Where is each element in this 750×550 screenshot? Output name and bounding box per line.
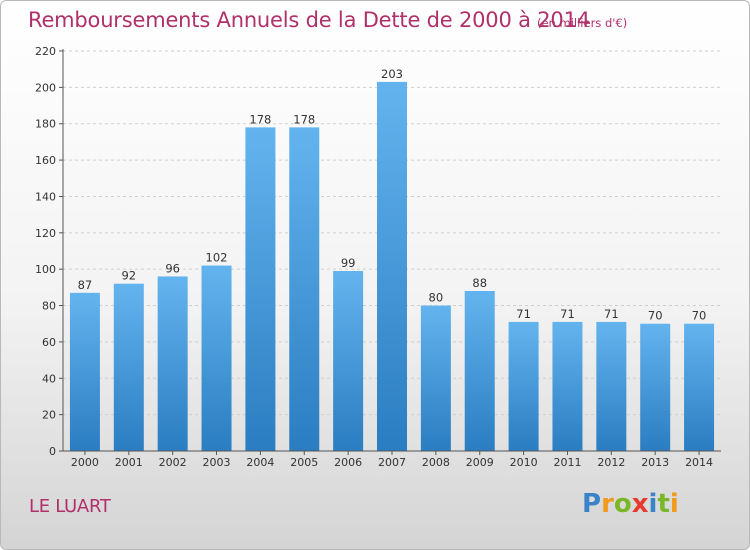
- x-tick-label: 2010: [510, 456, 538, 469]
- bar-value-label: 99: [341, 256, 356, 270]
- bar: [245, 127, 276, 451]
- x-tick-label: 2006: [334, 456, 362, 469]
- bar-value-label: 71: [604, 307, 619, 321]
- x-tick-label: 2014: [685, 456, 713, 469]
- bar: [69, 292, 100, 451]
- bar: [113, 283, 144, 451]
- x-tick-label: 2001: [115, 456, 143, 469]
- proxiti-logo: Proxiti: [582, 489, 679, 519]
- bar: [377, 81, 407, 451]
- bar: [684, 323, 715, 451]
- logo-letter: o: [613, 489, 632, 519]
- bar-value-label: 92: [121, 269, 136, 283]
- y-tick-label: 200: [35, 81, 56, 94]
- logo-letter: r: [601, 489, 614, 519]
- bar-value-label: 70: [692, 309, 707, 323]
- bar-value-label: 80: [429, 291, 444, 305]
- bar-value-label: 87: [78, 278, 93, 292]
- bar-value-label: 203: [381, 67, 403, 81]
- bar-value-label: 71: [560, 307, 575, 321]
- x-tick-label: 2004: [246, 456, 274, 469]
- x-tick-label: 2007: [378, 456, 406, 469]
- x-tick-label: 2013: [641, 456, 669, 469]
- bar: [508, 321, 539, 451]
- y-tick-label: 40: [42, 372, 56, 385]
- bar-value-label: 88: [472, 276, 487, 290]
- chart-title: Remboursements Annuels de la Dette de 20…: [28, 8, 590, 32]
- x-tick-label: 2008: [422, 456, 450, 469]
- y-tick-label: 180: [35, 118, 56, 131]
- bar: [420, 305, 451, 451]
- y-tick-label: 0: [49, 445, 56, 458]
- bar: [552, 321, 583, 451]
- chart-subtitle: (en milliers d'€): [537, 16, 628, 30]
- y-tick-label: 160: [35, 154, 56, 167]
- bar-value-label: 70: [648, 309, 663, 323]
- logo-letter: t: [657, 489, 670, 519]
- x-tick-label: 2009: [466, 456, 494, 469]
- bar: [333, 271, 364, 451]
- y-tick-label: 140: [35, 190, 56, 203]
- bar: [640, 323, 671, 451]
- y-tick-label: 220: [35, 45, 56, 58]
- y-tick-label: 100: [35, 263, 56, 276]
- bar: [596, 321, 627, 451]
- logo-letter: i: [669, 489, 679, 519]
- bar-value-label: 178: [249, 112, 271, 126]
- bar-value-label: 96: [165, 261, 180, 275]
- bar: [201, 265, 232, 451]
- y-tick-label: 60: [42, 336, 56, 349]
- bar: [289, 127, 320, 451]
- bar: [464, 291, 495, 451]
- x-tick-label: 2002: [159, 456, 187, 469]
- x-tick-label: 2012: [597, 456, 625, 469]
- x-tick-label: 2005: [290, 456, 318, 469]
- bar: [157, 276, 188, 451]
- bar-value-label: 178: [293, 112, 315, 126]
- bar-value-label: 71: [516, 307, 531, 321]
- logo-letter: P: [582, 489, 602, 519]
- x-tick-label: 2003: [203, 456, 231, 469]
- y-tick-label: 120: [35, 227, 56, 240]
- bar-value-label: 102: [206, 251, 228, 265]
- y-tick-label: 20: [42, 409, 56, 422]
- x-tick-label: 2011: [553, 456, 581, 469]
- logo-letter: x: [631, 489, 649, 519]
- commune-name: LE LUART: [29, 496, 111, 517]
- x-tick-label: 2000: [71, 456, 99, 469]
- y-tick-label: 80: [42, 300, 56, 313]
- logo-letter: i: [648, 489, 658, 519]
